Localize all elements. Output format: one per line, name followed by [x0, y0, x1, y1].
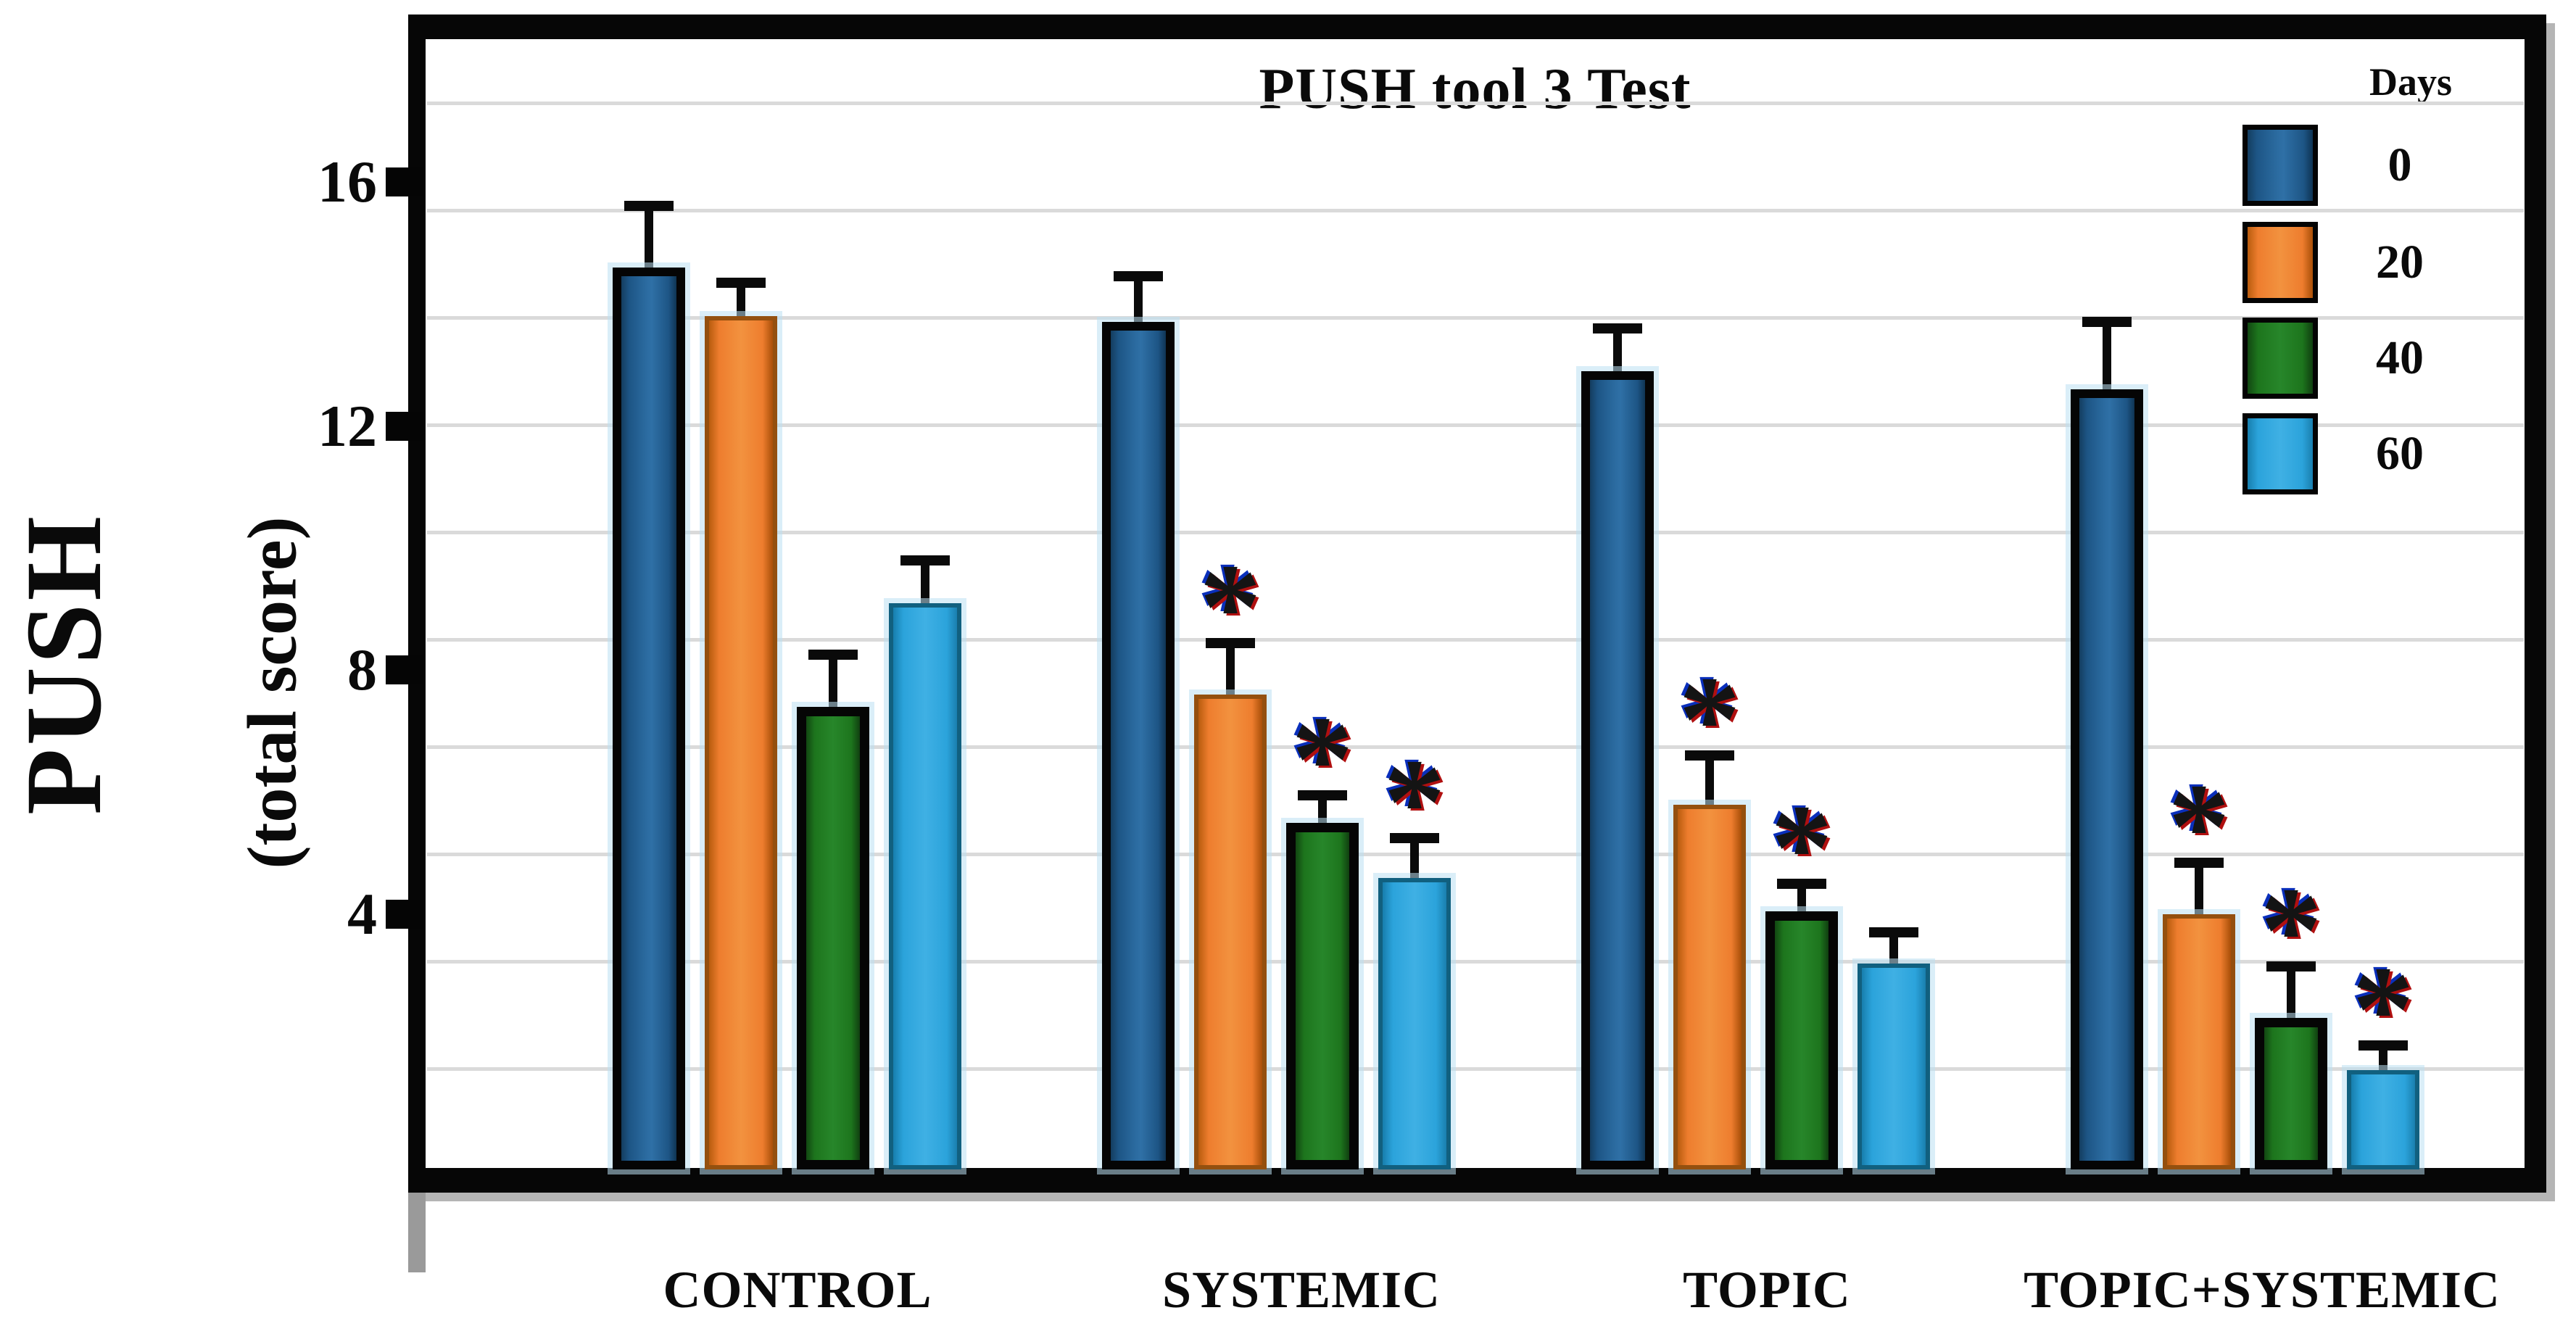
bar-topic-day60 — [1858, 964, 1930, 1169]
gridline — [427, 638, 2524, 642]
error-bar-topic-systemic-day40 — [2287, 966, 2295, 1024]
significance-asterisk-systemic-day60: * — [1383, 734, 1446, 870]
error-bar-topic-day40 — [1797, 884, 1806, 917]
error-cap-topic-systemic-day60 — [2358, 1040, 2408, 1051]
bar-topic-systemic-day0 — [2071, 389, 2143, 1169]
y-tick-mark-16 — [386, 167, 423, 196]
error-cap-topic-systemic-day0 — [2082, 317, 2132, 327]
error-cap-control-day0 — [624, 201, 674, 211]
bar-systemic-day40 — [1286, 823, 1359, 1169]
bar-topic-day40 — [1765, 911, 1838, 1169]
legend-label-day60: 60 — [2376, 427, 2424, 480]
error-bar-topic-day0 — [1613, 328, 1622, 377]
error-bar-topic-systemic-day0 — [2103, 322, 2111, 395]
x-category-label-topic: TOPIC — [1683, 1261, 1851, 1319]
error-bar-systemic-day20 — [1226, 643, 1235, 700]
chart-title: PUSH tool 3 Test — [1259, 57, 1691, 121]
gridline — [427, 102, 2524, 105]
legend-swatch-day0 — [2242, 125, 2318, 206]
bar-systemic-day20 — [1194, 695, 1267, 1169]
significance-asterisk-systemic-day20: * — [1199, 539, 1262, 675]
error-bar-topic-day20 — [1705, 755, 1714, 811]
bar-control-day40 — [797, 707, 869, 1169]
error-bar-topic-day60 — [1889, 932, 1898, 969]
gridline — [427, 1067, 2524, 1071]
error-cap-systemic-day60 — [1390, 833, 1439, 843]
gridline — [427, 745, 2524, 749]
error-cap-systemic-day0 — [1114, 271, 1163, 281]
error-cap-topic-day20 — [1685, 750, 1734, 761]
error-cap-control-day60 — [900, 555, 950, 566]
gridline — [427, 423, 2524, 427]
y-axis-title: PUSH — [4, 513, 124, 816]
gridline — [427, 209, 2524, 212]
significance-asterisk-systemic-day40: * — [1291, 691, 1354, 827]
x-category-label-systemic: SYSTEMIC — [1161, 1261, 1441, 1319]
y-tick-label-8: 8 — [347, 637, 377, 703]
error-bar-control-day40 — [829, 655, 837, 713]
error-bar-topic-systemic-day20 — [2195, 863, 2203, 920]
error-cap-control-day40 — [808, 650, 858, 660]
error-cap-systemic-day20 — [1206, 638, 1255, 648]
error-bar-control-day0 — [645, 206, 653, 273]
bar-control-day60 — [889, 603, 961, 1169]
bar-topic-day20 — [1673, 805, 1746, 1169]
error-cap-topic-day0 — [1593, 323, 1642, 334]
gridline — [427, 853, 2524, 856]
significance-asterisk-topic-systemic-day40: * — [2260, 862, 2322, 998]
error-bar-control-day60 — [921, 560, 929, 609]
legend-swatch-day60 — [2242, 413, 2318, 494]
bar-systemic-day0 — [1102, 322, 1175, 1169]
bar-control-day0 — [613, 268, 685, 1169]
significance-asterisk-topic-day20: * — [1678, 651, 1741, 787]
gridline — [427, 960, 2524, 964]
legend-swatch-day40 — [2242, 318, 2318, 399]
legend-label-day0: 0 — [2387, 138, 2412, 191]
bar-topic-day0 — [1581, 371, 1654, 1169]
bar-topic-systemic-day20 — [2163, 914, 2235, 1169]
error-bar-systemic-day0 — [1134, 276, 1143, 328]
error-cap-topic-systemic-day20 — [2174, 858, 2224, 868]
error-cap-topic-day40 — [1777, 879, 1826, 889]
x-category-label-topic-systemic: TOPIC+SYSTEMIC — [2024, 1261, 2501, 1319]
legend-label-day20: 20 — [2376, 236, 2424, 289]
x-axis-origin-tick — [408, 1193, 426, 1272]
y-tick-label-16: 16 — [318, 149, 377, 215]
error-bar-systemic-day60 — [1410, 838, 1419, 884]
y-tick-mark-12 — [386, 412, 423, 441]
significance-asterisk-topic-systemic-day20: * — [2168, 758, 2230, 895]
bar-topic-systemic-day60 — [2347, 1070, 2419, 1169]
bar-topic-systemic-day40 — [2255, 1018, 2327, 1169]
gridline — [427, 316, 2524, 320]
gridline — [427, 531, 2524, 534]
bar-control-day20 — [705, 316, 777, 1169]
significance-asterisk-topic-systemic-day60: * — [2352, 941, 2414, 1077]
error-cap-control-day20 — [716, 278, 766, 288]
y-tick-label-12: 12 — [318, 393, 377, 459]
y-tick-mark-4 — [386, 900, 423, 929]
error-bar-topic-systemic-day60 — [2379, 1045, 2387, 1076]
error-cap-topic-day60 — [1869, 927, 1918, 937]
error-cap-topic-systemic-day40 — [2266, 961, 2316, 972]
y-tick-mark-8 — [386, 655, 423, 684]
legend-swatch-day20 — [2242, 222, 2318, 303]
x-category-label-control: CONTROL — [663, 1261, 932, 1319]
significance-asterisk-topic-day40: * — [1771, 779, 1833, 916]
error-cap-systemic-day40 — [1298, 790, 1347, 800]
bar-systemic-day60 — [1378, 878, 1451, 1169]
error-bar-control-day20 — [737, 283, 745, 322]
error-bar-systemic-day40 — [1318, 795, 1327, 829]
legend-title: Days — [2369, 60, 2452, 104]
legend-label-day40: 40 — [2376, 331, 2424, 384]
y-tick-label-4: 4 — [347, 881, 377, 947]
plot-border — [408, 14, 2546, 1193]
